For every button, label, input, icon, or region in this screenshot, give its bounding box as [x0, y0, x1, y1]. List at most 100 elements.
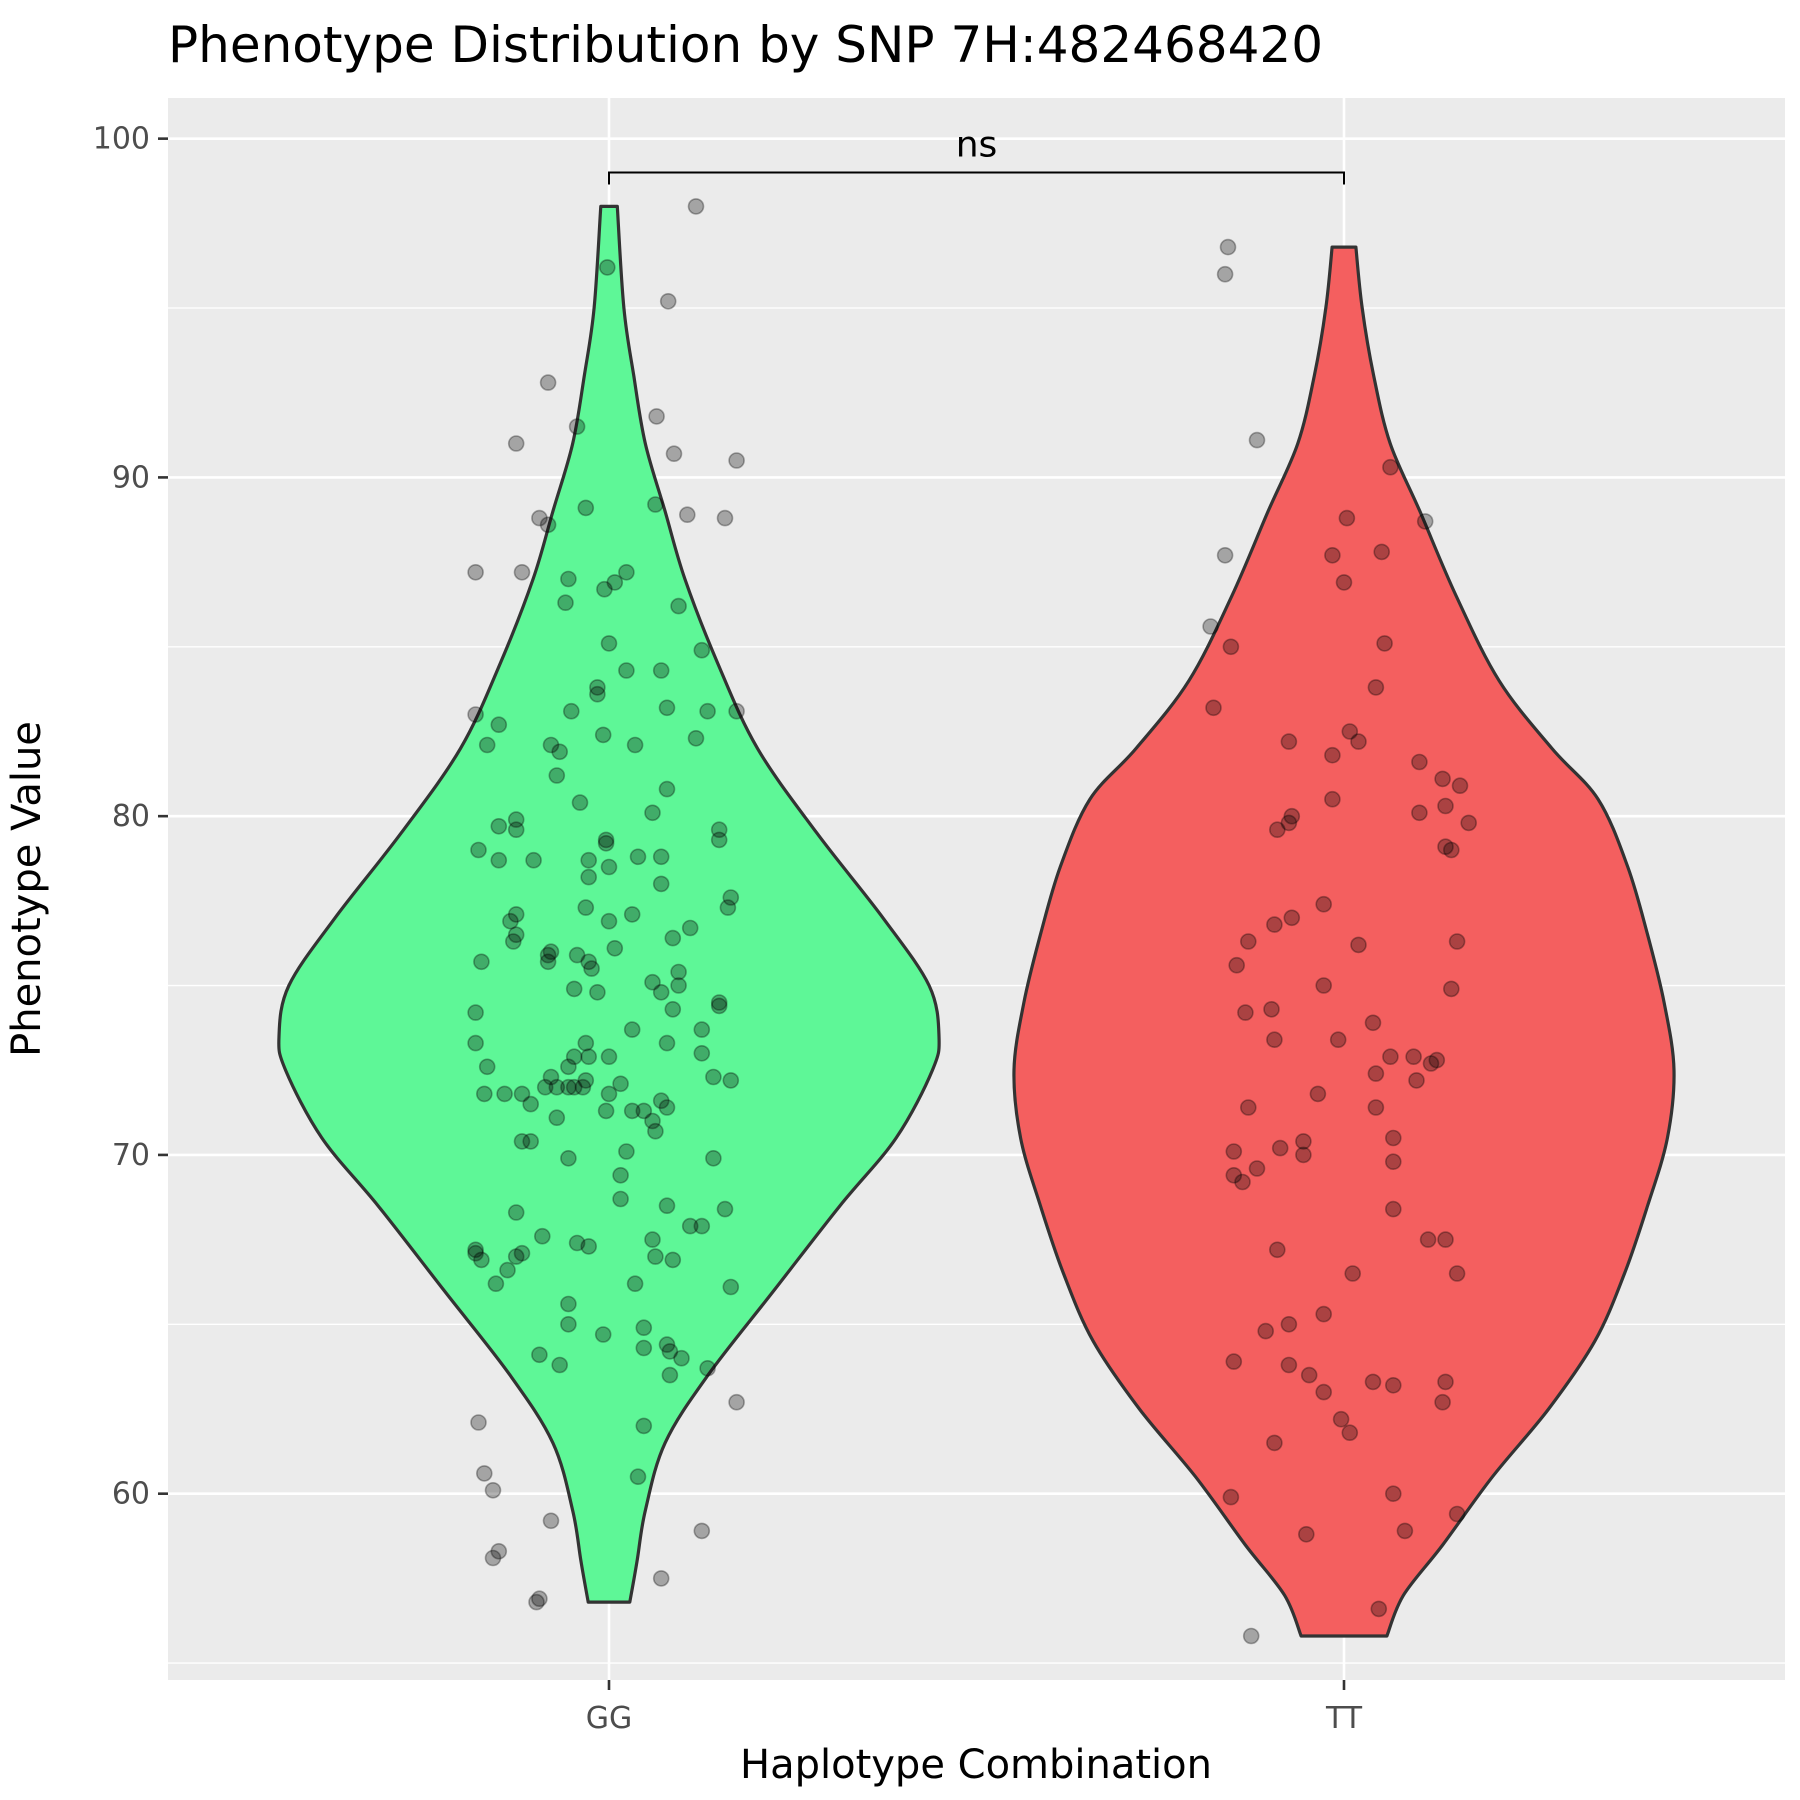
data-point-tt [1240, 1099, 1257, 1116]
data-point-gg [597, 831, 615, 849]
violins-layer [277, 204, 1676, 1638]
data-point-gg [531, 1590, 548, 1607]
data-point-tt [1448, 933, 1466, 950]
data-point-gg [710, 831, 728, 849]
data-point-tt [1295, 1146, 1312, 1164]
data-point-gg [557, 594, 574, 612]
data-point-tt [1237, 1004, 1254, 1021]
data-point-tt [1295, 1133, 1312, 1150]
data-point-tt [1344, 1265, 1361, 1282]
data-point-tt [1248, 431, 1266, 449]
data-point-gg [716, 509, 734, 527]
data-point-tt [1385, 1200, 1402, 1218]
data-point-gg [467, 563, 484, 581]
data-point-tt [1396, 1522, 1414, 1540]
data-point-gg [600, 912, 618, 930]
data-point-gg [644, 804, 661, 822]
data-point-gg [565, 980, 583, 998]
data-point-gg [594, 726, 612, 744]
data-point-tt [1324, 790, 1341, 808]
y-tick-label: 100 [93, 122, 150, 157]
data-point-tt [1341, 1424, 1359, 1441]
data-point-gg [659, 292, 677, 310]
data-point-gg [710, 994, 728, 1011]
data-point-tt [1385, 1485, 1402, 1502]
data-point-gg [478, 736, 496, 754]
data-point-gg [583, 960, 600, 977]
data-point-gg [652, 1570, 670, 1587]
data-point-tt [1332, 1410, 1350, 1428]
data-point-gg [670, 597, 687, 615]
y-axis-title: Phenotype Value [4, 721, 50, 1057]
data-point-tt [1451, 777, 1469, 795]
data-point-tt [1216, 546, 1234, 564]
y-tick-label: 80 [112, 799, 150, 834]
data-point-gg [536, 1078, 554, 1096]
data-point-tt [1448, 1505, 1466, 1523]
data-point-gg [484, 1482, 502, 1499]
data-point-gg [594, 1326, 612, 1343]
data-point-gg [539, 946, 557, 964]
data-point-gg [577, 1034, 595, 1052]
data-point-tt [1309, 1085, 1327, 1103]
data-point-gg [525, 851, 542, 869]
data-point-gg [528, 1593, 545, 1611]
data-point-gg [664, 1251, 682, 1269]
data-point-gg [473, 953, 490, 971]
data-point-gg [635, 1319, 653, 1336]
data-point-gg [635, 1417, 653, 1435]
data-point-gg [658, 1197, 676, 1214]
data-point-tt [1280, 1316, 1298, 1333]
data-point-gg [565, 1078, 583, 1096]
data-point-gg [618, 662, 635, 679]
data-point-gg [644, 973, 661, 991]
data-point-tt [1205, 699, 1222, 717]
data-point-gg [652, 1092, 670, 1109]
data-point-tt [1373, 543, 1390, 561]
data-point-tt [1271, 1139, 1289, 1157]
data-point-gg [577, 499, 595, 517]
violin-gg [277, 204, 941, 1604]
data-point-gg [722, 1278, 740, 1296]
data-point-tt [1367, 679, 1385, 696]
data-point-tt [1367, 1099, 1385, 1116]
data-point-gg [705, 1068, 722, 1086]
data-point-gg [470, 1414, 487, 1431]
data-point-gg [522, 1095, 540, 1113]
significance-label: ns [956, 125, 998, 166]
data-point-tt [1364, 1373, 1382, 1391]
data-point-tt [1283, 807, 1301, 825]
data-point-tt [1416, 513, 1434, 530]
data-point-gg [513, 1133, 531, 1150]
data-point-tt [1350, 936, 1367, 954]
data-point-gg [502, 912, 519, 930]
data-point-gg [693, 641, 711, 659]
data-point-tt [1315, 895, 1332, 913]
data-point-gg [600, 1085, 618, 1103]
data-point-gg [577, 899, 595, 916]
data-point-gg [693, 1217, 711, 1235]
data-point-tt [1240, 933, 1257, 950]
data-point-gg [548, 1109, 566, 1126]
data-point-gg [623, 1102, 641, 1120]
data-point-gg [467, 1241, 484, 1259]
data-point-gg [652, 983, 670, 1001]
data-point-tt [1315, 977, 1332, 994]
data-point-gg [507, 906, 525, 923]
data-point-gg [560, 1295, 577, 1313]
data-point-gg [728, 452, 745, 469]
data-point-gg [728, 1393, 745, 1411]
data-point-gg [678, 506, 696, 524]
data-point-gg [478, 1058, 496, 1076]
data-point-gg [507, 811, 525, 828]
data-point-gg [542, 1068, 560, 1086]
data-point-tt [1370, 1600, 1388, 1618]
data-point-gg [661, 1343, 679, 1360]
data-point-tt [1202, 618, 1219, 635]
data-point-gg [705, 1150, 722, 1167]
data-point-gg [507, 1248, 525, 1265]
data-point-tt [1411, 804, 1428, 822]
data-point-tt [1225, 1167, 1243, 1184]
data-point-gg [658, 780, 676, 798]
